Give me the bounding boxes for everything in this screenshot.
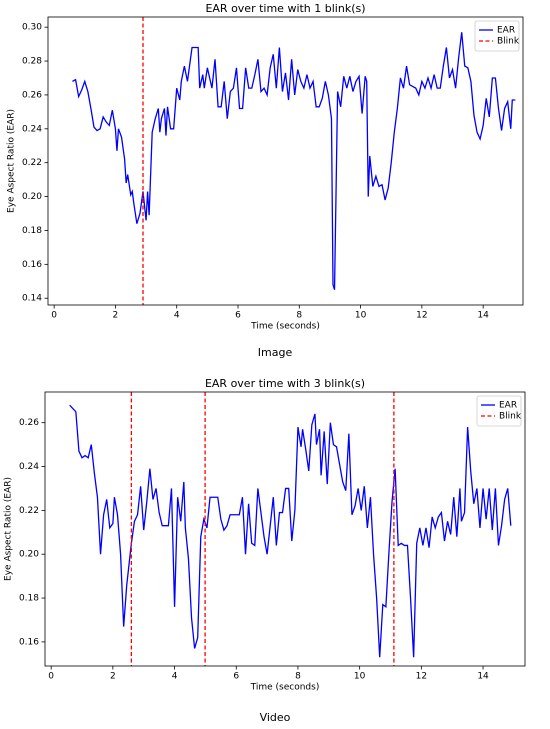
x-tick-label: 2 — [113, 311, 119, 321]
y-tick-label: 0.14 — [22, 294, 42, 304]
y-tick-label: 0.26 — [22, 90, 42, 100]
legend-label: EAR — [497, 26, 515, 36]
x-tick-label: 12 — [416, 672, 427, 682]
y-tick-label: 0.22 — [19, 506, 39, 516]
y-tick-label: 0.22 — [22, 158, 42, 168]
legend-box — [474, 20, 520, 52]
y-tick-label: 0.28 — [22, 57, 42, 67]
legend-label: Blink — [499, 412, 522, 422]
y-tick-label: 0.26 — [19, 418, 39, 428]
y-tick-label: 0.24 — [22, 124, 42, 134]
legend-label: EAR — [499, 401, 517, 411]
x-tick-label: 8 — [295, 672, 301, 682]
axes-frame — [44, 391, 526, 667]
x-axis-label: Time (seconds) — [250, 683, 320, 693]
chart-title: EAR over time with 3 blink(s) — [205, 377, 365, 390]
chart-title: EAR over time with 1 blink(s) — [205, 2, 365, 15]
axes-frame — [47, 16, 524, 306]
x-tick-label: 4 — [172, 672, 178, 682]
y-tick-label: 0.20 — [22, 192, 42, 202]
x-axis-label: Time (seconds) — [250, 322, 320, 332]
caption: Video — [260, 711, 291, 724]
x-tick-label: 10 — [355, 311, 367, 321]
y-tick-label: 0.18 — [19, 594, 39, 604]
x-tick-label: 12 — [416, 311, 427, 321]
y-tick-label: 0.20 — [19, 550, 39, 560]
x-tick-label: 0 — [51, 311, 57, 321]
x-tick-label: 14 — [477, 311, 489, 321]
y-tick-label: 0.30 — [22, 23, 42, 33]
ear-line — [72, 32, 516, 290]
ear-line — [69, 404, 512, 658]
x-tick-label: 2 — [110, 672, 116, 682]
y-tick-label: 0.24 — [19, 462, 39, 472]
legend-box — [476, 395, 522, 427]
y-tick-label: 0.16 — [19, 637, 39, 647]
y-axis-label: Eye Aspect Ratio (EAR) — [4, 477, 14, 581]
x-tick-label: 6 — [235, 311, 241, 321]
x-tick-label: 8 — [296, 311, 302, 321]
legend-label: Blink — [497, 37, 520, 47]
x-tick-label: 0 — [48, 672, 54, 682]
y-tick-label: 0.16 — [22, 260, 42, 270]
y-tick-label: 0.18 — [22, 226, 42, 236]
y-axis-label: Eye Aspect Ratio (EAR) — [7, 109, 17, 213]
caption: Image — [258, 346, 293, 359]
x-tick-label: 6 — [233, 672, 239, 682]
x-tick-label: 14 — [477, 672, 489, 682]
x-tick-label: 10 — [354, 672, 366, 682]
x-tick-label: 4 — [174, 311, 180, 321]
